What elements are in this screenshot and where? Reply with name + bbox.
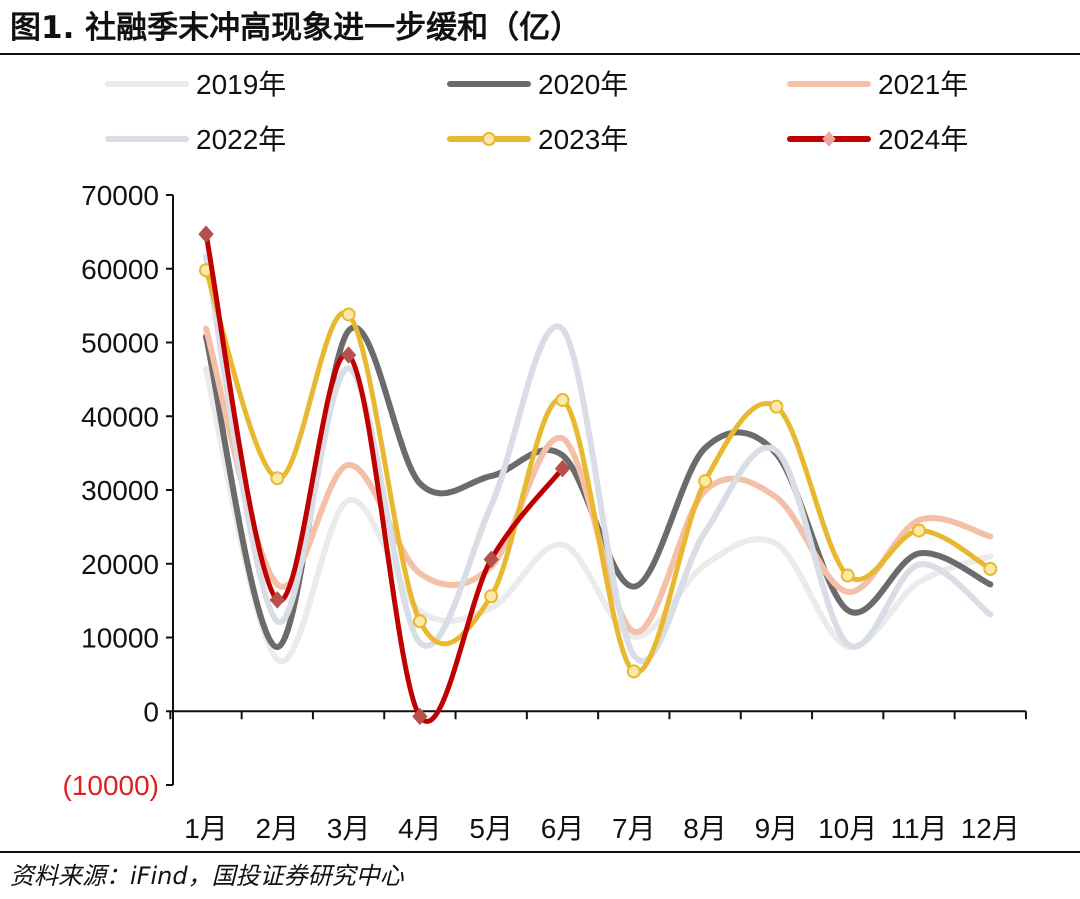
data-point-2023年 — [769, 399, 784, 414]
data-point-2023年 — [341, 307, 356, 322]
x-tick-label: 8月 — [683, 813, 727, 844]
legend-label: 2019年 — [196, 69, 286, 100]
legend-label: 2021年 — [878, 69, 968, 100]
series-line-2024年 — [203, 231, 565, 724]
data-point-2023年 — [983, 561, 998, 576]
series-line-2023年 — [203, 267, 993, 675]
y-tick-label: 30000 — [81, 475, 159, 506]
data-point-2024年 — [340, 346, 357, 364]
y-tick-label: 50000 — [81, 328, 159, 359]
x-tick-label: 7月 — [612, 813, 656, 844]
legend-marker — [822, 131, 836, 147]
x-tick-label: 6月 — [541, 813, 585, 844]
y-tick-label: 60000 — [81, 254, 159, 285]
x-tick-label: 10月 — [818, 813, 877, 844]
data-point-2023年 — [555, 393, 570, 408]
data-point-2023年 — [270, 471, 285, 486]
data-point-2023年 — [412, 614, 427, 629]
x-tick-label: 5月 — [469, 813, 513, 844]
data-point-2024年 — [554, 459, 571, 478]
x-tick-label: 3月 — [327, 813, 371, 844]
series-line-2021年 — [203, 325, 994, 635]
data-point-2023年 — [840, 568, 855, 583]
legend-label: 2020年 — [538, 69, 628, 100]
legend-label: 2023年 — [538, 124, 628, 155]
data-point-2023年 — [698, 474, 713, 489]
y-tick-label: 70000 — [81, 180, 159, 211]
data-point-2023年 — [626, 664, 641, 679]
legend: 2019年 2020年 2021年 2022年 2023年 2024年 — [105, 69, 968, 155]
source-note: 资料来源：iFind，国投证券研究中心 — [10, 862, 405, 890]
x-tick-label: 1月 — [184, 813, 228, 844]
legend-label: 2022年 — [196, 124, 286, 155]
x-tick-label: 11月 — [890, 813, 947, 844]
series-line-2022年 — [203, 253, 994, 664]
x-tick-label: 12月 — [961, 813, 1020, 844]
data-point-2024年 — [269, 591, 285, 609]
data-point-2023年 — [912, 523, 926, 538]
y-tick-label: 0 — [143, 696, 159, 727]
x-tick-label: 9月 — [755, 813, 799, 844]
data-point-2024年 — [483, 550, 499, 569]
y-tick-label: (10000) — [62, 770, 159, 801]
series-line-2019年 — [203, 366, 994, 665]
legend-label: 2024年 — [878, 124, 968, 155]
data-point-2024年 — [198, 225, 214, 243]
y-tick-label: 40000 — [81, 401, 159, 432]
x-tick-label: 4月 — [398, 813, 442, 844]
legend-marker — [482, 132, 496, 146]
y-tick-label: 10000 — [81, 623, 159, 654]
figure-title: 图1. 社融季末冲高现象进一步缓和（亿） — [10, 10, 581, 46]
data-point-2023年 — [484, 589, 499, 604]
data-point-2024年 — [412, 707, 428, 726]
x-tick-label: 2月 — [256, 813, 300, 844]
y-tick-label: 20000 — [81, 549, 159, 580]
plot-area: (10000) 0 10000 20000 30000 40000 50000 60000 70… — [62, 180, 1027, 844]
